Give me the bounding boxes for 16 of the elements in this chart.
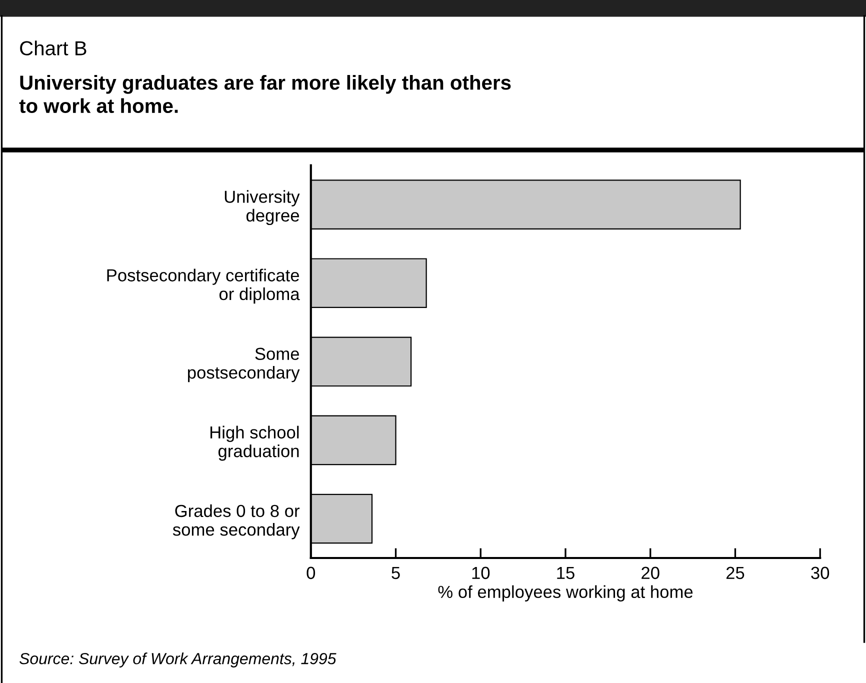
x-tick-label: 30 — [811, 566, 830, 580]
x-tick-label: 25 — [726, 566, 744, 580]
y-tick-label: University degree — [224, 190, 300, 226]
x-tick-label: 0 — [306, 566, 316, 580]
x-tick-label: 15 — [557, 566, 574, 580]
y-tick-label: High school graduation — [210, 426, 299, 461]
x-axis-title: % of employees working at home — [438, 585, 693, 602]
y-tick-label: Postsecondary certificate or diploma — [107, 268, 300, 304]
y-tick-label: Grades 0 to 8 or some secondary — [172, 504, 300, 540]
x-tick-label: 10 — [472, 566, 490, 580]
x-tick-label: 20 — [642, 566, 660, 580]
y-tick-label: Some postsecondary — [188, 348, 300, 382]
text: Chart B — [20, 40, 86, 56]
source-note: Source: Survey of Work Arrangements, 1995 — [20, 652, 336, 668]
chart-subtitle: University graduates are far more likely than others to work at home. — [19, 74, 511, 114]
x-tick-label: 5 — [392, 566, 400, 580]
